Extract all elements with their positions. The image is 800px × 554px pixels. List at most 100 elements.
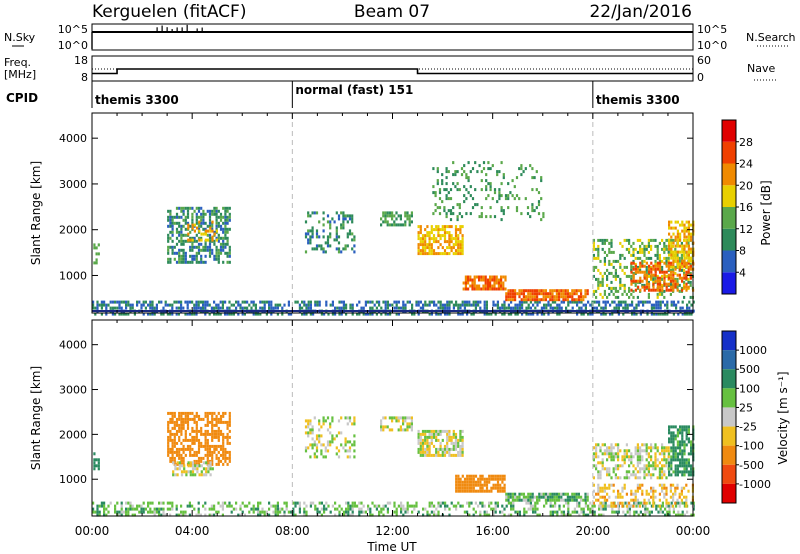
echo-cell — [672, 270, 675, 274]
echo-cell — [639, 270, 642, 274]
echo-cell — [683, 247, 686, 251]
echo-cell — [215, 447, 218, 451]
echo-cell — [533, 292, 536, 296]
echo-cell — [601, 489, 604, 493]
echo-cell — [455, 300, 458, 304]
echo-cell — [180, 227, 183, 231]
echo-cell — [529, 312, 532, 316]
echo-cell — [672, 282, 675, 286]
echo-cell — [576, 300, 579, 304]
echo-cell — [612, 286, 615, 290]
echo-cell — [395, 513, 398, 517]
echo-cell — [189, 453, 192, 457]
echo-cell — [665, 244, 668, 248]
echo-cell — [226, 438, 229, 442]
echo-cell — [118, 510, 121, 514]
echo-cell — [237, 312, 240, 316]
echo-cell — [195, 245, 198, 249]
echo-cell — [683, 495, 686, 499]
echo-cell — [211, 435, 214, 439]
echo-cell — [200, 464, 203, 468]
echo-cell — [92, 501, 95, 505]
echo-cell — [432, 185, 435, 189]
echo-cell — [674, 277, 677, 281]
echo-cell — [661, 292, 664, 296]
echo-cell — [153, 306, 156, 310]
echo-cell — [672, 425, 675, 429]
echo-cell — [452, 453, 455, 457]
echo-cell — [426, 429, 429, 433]
echo-cell — [430, 501, 433, 505]
echo-cell — [222, 230, 225, 234]
echo-cell — [669, 283, 672, 287]
echo-cell — [342, 226, 345, 230]
echo-cell — [195, 221, 198, 225]
echo-cell — [685, 461, 688, 465]
echo-cell — [449, 212, 453, 216]
echo-cell — [180, 260, 183, 264]
echo-cell — [544, 495, 547, 499]
echo-cell — [496, 501, 499, 505]
echo-cell — [226, 206, 229, 210]
echo-cell — [208, 507, 211, 511]
echo-cell — [499, 510, 502, 514]
echo-cell — [511, 495, 514, 499]
echo-cell — [675, 306, 678, 310]
echo-cell — [685, 425, 688, 429]
echo-cell — [204, 501, 207, 505]
echo-cell — [685, 244, 688, 248]
echo-cell — [211, 212, 214, 216]
echo-cell — [654, 464, 657, 468]
echo-cell — [537, 200, 541, 204]
echo-cell — [692, 513, 695, 517]
echo-cell — [195, 257, 198, 261]
echo-cell — [606, 467, 609, 471]
echo-cell — [650, 449, 653, 453]
echo-cell — [628, 241, 631, 245]
echo-cell — [283, 510, 286, 514]
echo-cell — [479, 306, 482, 310]
echo-cell — [656, 247, 659, 251]
echo-cell — [630, 279, 633, 283]
echo-cell — [304, 431, 308, 435]
echo-cell — [502, 275, 505, 279]
echo-cell — [645, 273, 648, 277]
echo-cell — [428, 435, 431, 439]
echo-cell — [481, 483, 484, 487]
echo-cell — [430, 438, 433, 442]
echo-cell — [92, 303, 95, 307]
echo-cell — [683, 467, 686, 471]
echo-cell — [322, 443, 325, 447]
echo-cell — [100, 504, 103, 508]
echo-cell — [364, 303, 367, 307]
echo-cell — [213, 300, 216, 304]
echo-cell — [182, 209, 185, 213]
echo-cell — [525, 300, 528, 304]
echo-cell — [276, 510, 279, 514]
echo-cell — [667, 455, 670, 459]
echo-cell — [526, 212, 530, 216]
echo-cell — [178, 429, 181, 433]
echo-cell — [224, 300, 227, 304]
echo-cell — [395, 419, 398, 423]
echo-cell — [636, 461, 639, 465]
echo-cell — [419, 225, 422, 229]
echo-cell — [248, 303, 251, 307]
echo-cell — [628, 286, 631, 290]
echo-cell — [340, 226, 343, 230]
echo-cell — [386, 300, 389, 304]
echo-cell — [144, 300, 147, 304]
echo-cell — [630, 458, 633, 462]
echo-cell — [448, 225, 451, 229]
echo-cell — [661, 473, 664, 477]
echo-cell — [435, 513, 438, 517]
echo-cell — [307, 446, 310, 450]
echo-cell — [450, 447, 453, 451]
echo-cell — [461, 300, 464, 304]
echo-cell — [685, 434, 688, 438]
echo-cell — [268, 507, 271, 511]
echo-cell — [380, 312, 383, 316]
echo-cell — [520, 167, 523, 171]
echo-cell — [645, 458, 648, 462]
echo-cell — [274, 510, 277, 514]
